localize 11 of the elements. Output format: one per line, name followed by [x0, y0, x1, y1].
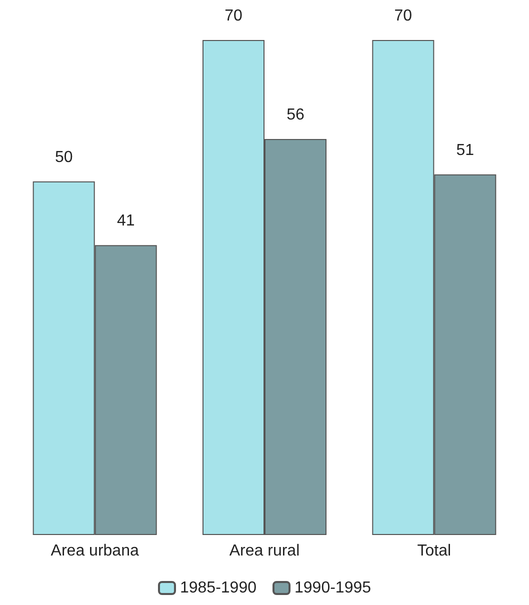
data-label: 70	[394, 8, 412, 24]
x-tick-label: Area rural	[229, 542, 300, 560]
data-label: 70	[224, 8, 242, 24]
x-tick-label: Area urbana	[50, 542, 139, 560]
data-label: 41	[116, 212, 135, 230]
x-tick-label: Total	[417, 542, 452, 560]
legend-label: 1990-1995	[294, 580, 372, 596]
legend-label: 1985-1990	[180, 580, 257, 596]
data-label: 51	[456, 142, 474, 159]
data-label: 50	[54, 148, 73, 166]
data-label: 56	[286, 106, 304, 124]
